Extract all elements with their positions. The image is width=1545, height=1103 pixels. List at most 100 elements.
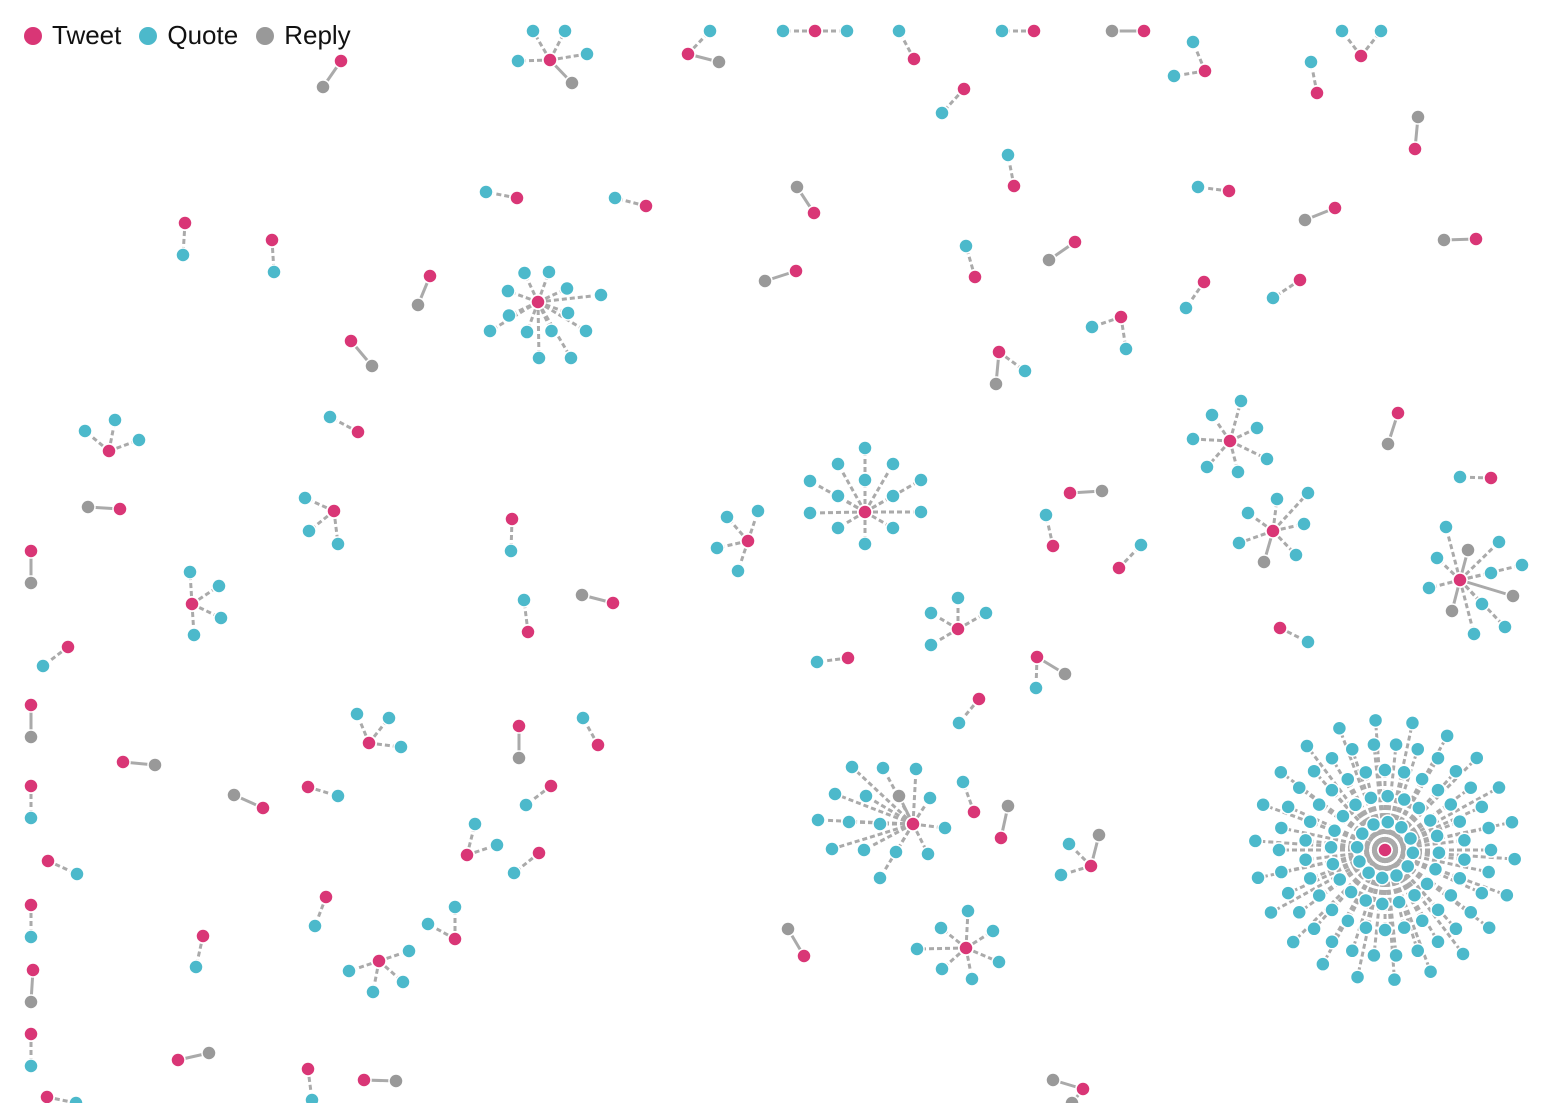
quote-node-381 — [1422, 963, 1439, 980]
quote-node-182 — [213, 610, 229, 626]
quote-node-369 — [1366, 736, 1382, 753]
tweet-node-51 — [788, 263, 804, 279]
tweet-node-131 — [543, 778, 559, 794]
quote-node-208 — [1233, 393, 1249, 409]
tweet-node-173 — [39, 1089, 55, 1103]
quote-node-346 — [1456, 832, 1473, 849]
quote-node-72 — [77, 423, 93, 439]
tweet-node-105 — [1272, 620, 1288, 636]
tweet-node-101 — [605, 595, 621, 611]
quote-node-343 — [1430, 782, 1446, 798]
quote-node-238 — [559, 280, 575, 297]
quote-node-154 — [188, 959, 204, 975]
quote-node-280 — [841, 814, 857, 830]
quote-link — [817, 818, 914, 826]
quote-node-150 — [447, 899, 463, 915]
reply-swatch-icon — [256, 26, 275, 45]
quote-node-393 — [1367, 712, 1384, 729]
quote-link — [1444, 526, 1462, 581]
legend-item-tweet: Tweet — [24, 20, 121, 51]
quote-link — [965, 946, 1000, 964]
quote-node-307 — [1358, 892, 1374, 909]
quote-node-273 — [875, 760, 891, 776]
tweet-node-19 — [1197, 63, 1213, 79]
quote-node-289 — [1405, 845, 1421, 861]
quote-node-140 — [1053, 867, 1069, 883]
quote-node-301 — [1431, 844, 1447, 861]
quote-node-363 — [1273, 820, 1290, 836]
tweet-node-113 — [1029, 649, 1045, 665]
tweet-node-147 — [23, 897, 39, 913]
quote-node-256 — [885, 520, 901, 536]
quote-node-354 — [1388, 947, 1404, 964]
tweet-node-9 — [807, 23, 823, 39]
reply-node-162 — [201, 1045, 217, 1061]
quote-node-209 — [1249, 420, 1265, 436]
quote-node-333 — [1297, 851, 1314, 868]
tweet-node-258 — [857, 504, 873, 520]
quote-node-136 — [506, 865, 522, 881]
quote-link — [1255, 839, 1386, 852]
quote-node-152 — [420, 916, 436, 932]
reply-node-110 — [1057, 666, 1073, 682]
quote-node-284 — [856, 842, 872, 858]
tweet-node-95 — [1045, 538, 1061, 554]
quote-node-255 — [830, 520, 846, 536]
tweet-node-65 — [1113, 309, 1129, 325]
tweet-node-43 — [1221, 183, 1237, 199]
quote-node-202 — [341, 963, 357, 979]
quote-node-379 — [1481, 920, 1497, 936]
tweet-node-121 — [590, 737, 606, 753]
quote-node-108 — [809, 654, 825, 670]
reply-node-50 — [757, 273, 773, 289]
quote-node-377 — [1506, 851, 1523, 867]
quote-node-193 — [923, 637, 939, 653]
tweet-node-45 — [1327, 200, 1343, 216]
quote-node-231 — [560, 305, 576, 321]
tweet-node-107 — [60, 639, 76, 655]
quote-node-233 — [519, 324, 535, 340]
quote-node-317 — [1396, 791, 1412, 808]
quote-node-176 — [579, 46, 595, 62]
quote-node-299 — [1393, 819, 1410, 836]
quote-link — [1305, 838, 1386, 852]
quote-node-42 — [1190, 179, 1206, 195]
quote-link — [1281, 826, 1386, 852]
tweet-node-47 — [1468, 231, 1484, 247]
quote-link — [1312, 770, 1387, 852]
quote-node-114 — [951, 715, 967, 731]
quote-node-332 — [1302, 870, 1318, 887]
quote-link — [1459, 563, 1523, 582]
quote-node-305 — [1391, 894, 1407, 910]
quote-node-385 — [1285, 934, 1301, 950]
quote-node-246 — [857, 440, 873, 456]
tweet-node-201 — [459, 847, 475, 863]
quote-node-212 — [1199, 459, 1215, 475]
quote-node-213 — [1230, 464, 1246, 480]
quote-link — [1384, 786, 1500, 852]
legend-label-tweet: Tweet — [52, 20, 122, 50]
quote-link — [1383, 771, 1406, 851]
quote-node-295 — [1349, 839, 1365, 855]
tweet-node-37 — [638, 198, 654, 214]
quote-link — [1309, 848, 1386, 880]
tweet-node-155 — [195, 928, 211, 944]
reply-node-98 — [23, 575, 39, 591]
quote-node-374 — [1463, 779, 1479, 796]
quote-node-203 — [365, 984, 381, 1000]
quote-node-197 — [393, 739, 409, 755]
quote-node-205 — [401, 943, 417, 959]
quote-node-336 — [1311, 796, 1327, 813]
quote-node-378 — [1499, 887, 1515, 904]
quote-node-368 — [1344, 741, 1360, 757]
quote-node-313 — [1335, 808, 1351, 824]
quote-node-204 — [395, 974, 411, 990]
quote-node-191 — [950, 590, 966, 606]
tweet-node-184 — [184, 596, 200, 612]
quote-node-219 — [1231, 535, 1247, 551]
quote-node-274 — [908, 761, 924, 777]
quote-node-30 — [175, 247, 191, 263]
quote-node-195 — [349, 706, 365, 722]
quote-node-160 — [23, 1058, 39, 1074]
quote-node-257 — [857, 536, 873, 552]
